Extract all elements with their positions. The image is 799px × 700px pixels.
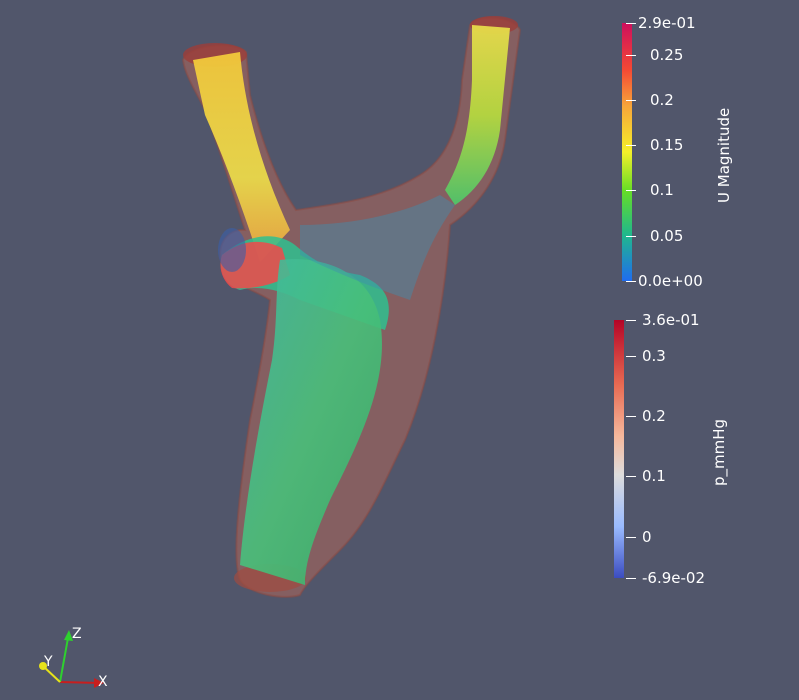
y-axis-line [43, 666, 61, 683]
u-tick [626, 23, 636, 24]
u-tick-label: 0.1 [650, 181, 674, 199]
p-tick [626, 356, 636, 357]
u-tick [626, 100, 636, 101]
u-magnitude-title: U Magnitude [715, 107, 733, 203]
stenosis-bulge [218, 228, 246, 272]
pressure-colorbar: 3.6e-01 0.3 0.2 0.1 0 -6.9e-02 p_mmHg [612, 312, 792, 587]
z-axis-label: Z [72, 626, 82, 642]
u-tick [626, 190, 636, 191]
p-tick-label: 0 [642, 528, 652, 546]
pressure-gradient [614, 320, 624, 578]
p-tick-label: 0.1 [642, 467, 666, 485]
p-tick [626, 476, 636, 477]
p-tick [626, 578, 636, 579]
u-tick [626, 281, 636, 282]
p-tick [626, 416, 636, 417]
u-tick-label: 0.05 [650, 227, 684, 245]
u-tick-label: 0.15 [650, 136, 684, 154]
u-tick-label-min: 0.0e+00 [638, 272, 703, 290]
right-flow-streamlines [300, 195, 455, 300]
u-magnitude-colorbar: 2.9e-01 0.25 0.2 0.15 0.1 0.05 0.0e+00 U… [620, 15, 790, 289]
orientation-axes: X Y Z [30, 620, 120, 695]
p-tick [626, 320, 636, 321]
u-tick [626, 55, 636, 56]
orientation-axes-graphic [39, 630, 104, 688]
y-axis-marker [39, 662, 47, 670]
p-tick-label-max: 3.6e-01 [642, 311, 700, 329]
x-axis-arrow [94, 678, 104, 688]
y-axis-label: Y [44, 654, 53, 670]
u-tick-label-max: 2.9e-01 [638, 14, 696, 32]
u-tick-label: 0.2 [650, 91, 674, 109]
p-tick-label: 0.3 [642, 347, 666, 365]
pressure-title: p_mmHg [710, 418, 728, 486]
u-tick [626, 145, 636, 146]
z-axis-line [59, 637, 69, 683]
u-tick [626, 236, 636, 237]
u-tick-label: 0.25 [650, 46, 684, 64]
trunk-streamlines [240, 259, 382, 585]
p-tick-label: 0.2 [642, 407, 666, 425]
p-tick [626, 537, 636, 538]
x-axis-line [59, 681, 101, 684]
x-axis-label: X [98, 674, 108, 690]
right-branch-streamlines [445, 25, 510, 205]
p-tick-label-min: -6.9e-02 [642, 569, 705, 587]
u-magnitude-gradient [622, 23, 632, 281]
left-branch-streamlines [193, 52, 290, 262]
z-axis-arrow [64, 630, 73, 641]
